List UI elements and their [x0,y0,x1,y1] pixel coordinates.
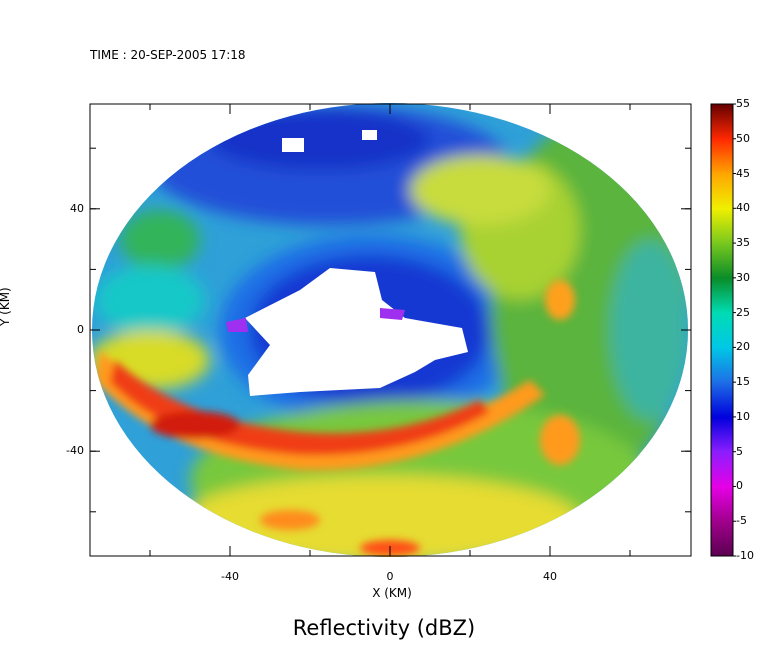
colorbar-segment [711,138,733,175]
north-weak-core [210,110,430,170]
colorbar-tick-label: 35 [736,236,750,250]
x-tick-label: -40 [221,570,239,583]
eye-notch-2 [362,130,377,140]
colorbar-tick-label: 10 [736,409,750,423]
colorbar-segment [711,173,733,209]
colorbar-segment [711,347,733,383]
time-label: TIME : 20-SEP-2005 17:18 [90,48,246,62]
colorbar [711,103,736,557]
colorbar-tick-label: 40 [736,201,750,215]
colorbar-segment [711,451,733,487]
echo-free-eye [245,268,468,396]
axis-ticks [90,104,691,556]
y-tick-label: 40 [70,201,84,215]
colorbar-segment [711,277,733,314]
south-orange-cell-1 [260,510,320,530]
colorbar-tick-label: -5 [736,514,747,528]
colorbar-tick-label: 50 [736,131,750,145]
eye-purple-rim-2 [380,308,405,320]
northwest-green [120,210,200,270]
south-rainband [95,280,580,556]
rainband-peak [150,411,240,439]
northeast-yellow [410,155,550,225]
radar-field [92,103,688,557]
colorbar-tick-label: 15 [736,375,750,389]
colorbar-tick-label: 55 [736,97,750,110]
colorbar-frame [710,103,734,557]
eye-purple-rim-1 [226,318,248,332]
x-axis-label: X (KM) [372,586,412,600]
east-edge-cyan [610,240,688,420]
east-orange-cell [545,280,575,320]
colorbar-tick-label: -10 [736,549,754,562]
west-cyan [95,265,205,335]
colorbar-tick-label: 5 [736,444,743,458]
colorbar-segment [711,312,733,348]
rainband-orange [95,350,545,471]
y-tick-label: -40 [66,444,84,458]
colorbar-tick-label: 20 [736,340,750,354]
colorbar-tick-label: 30 [736,270,750,284]
colorbar-segment [711,521,733,557]
y-tick-label: 0 [77,323,84,336]
colorbar-segment [711,104,733,140]
y-axis-label: Y (KM) [0,287,12,326]
chart-title: Reflectivity (dBZ) [292,616,476,640]
colorbar-tick-label: 25 [736,305,750,319]
colorbar-tick-label: 0 [736,479,743,493]
colorbar-tick-label: 45 [736,166,750,180]
x-tick-label: 0 [386,570,394,583]
colorbar-segment [711,382,733,418]
x-tick-label: 40 [543,570,557,583]
colorbar-segment [711,416,733,453]
eye-notch-1 [282,138,304,152]
colorbar-segment [711,486,733,522]
south-orange-cell-2 [540,415,580,465]
colorbar-segment [711,243,733,279]
colorbar-segment [711,208,733,244]
